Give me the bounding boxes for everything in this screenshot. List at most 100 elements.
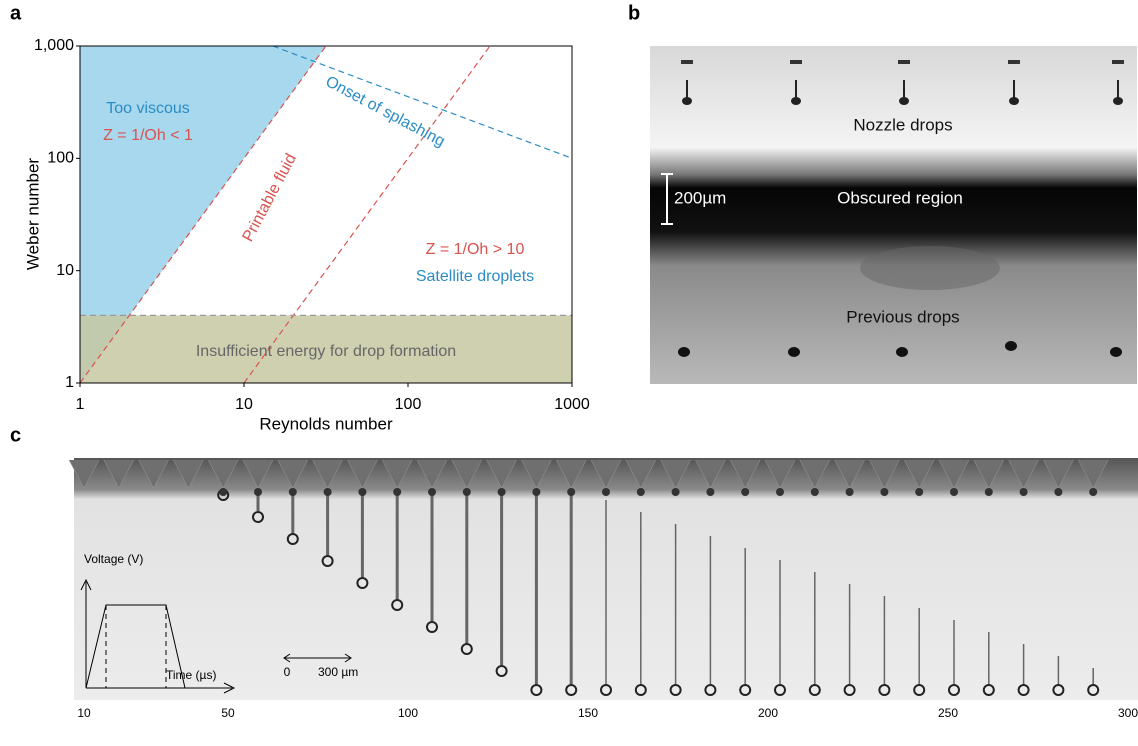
drop <box>497 488 506 496</box>
drop <box>1009 97 1019 105</box>
nozzle <box>681 60 693 64</box>
drop <box>808 684 821 696</box>
drop <box>948 684 960 696</box>
tick-label: 250 <box>938 706 958 720</box>
drop <box>843 684 856 696</box>
frames <box>68 459 1109 696</box>
nozzle <box>173 459 204 489</box>
drop <box>358 488 367 496</box>
drop <box>704 684 717 696</box>
drop <box>982 684 995 696</box>
drop <box>1019 488 1028 496</box>
scale-label: 0 <box>284 665 291 679</box>
tick-label: 10 <box>77 706 91 720</box>
drop <box>788 347 800 357</box>
drop <box>636 488 645 496</box>
annotation: Z = 1/Oh > 10 <box>426 241 525 258</box>
annotation: Insufficient energy for drop formation <box>196 343 456 360</box>
drop <box>1005 341 1017 351</box>
annotation: Onset of splashing <box>323 73 448 150</box>
drop <box>1087 684 1100 696</box>
x-tick-label: 1 <box>76 396 85 413</box>
y-axis-label: Weber number <box>23 158 42 270</box>
drop <box>462 488 471 496</box>
drop <box>1113 97 1123 105</box>
boundary-line <box>272 46 572 159</box>
drop <box>634 684 647 696</box>
region-label: Obscured region <box>837 188 963 207</box>
waveform <box>85 604 186 689</box>
drop <box>678 347 690 357</box>
drop <box>1089 488 1098 496</box>
panel-label: c <box>10 424 21 446</box>
y-tick-label: 1,000 <box>34 37 74 54</box>
nozzle <box>138 459 169 489</box>
plot <box>80 46 572 383</box>
drop <box>915 488 924 496</box>
tick-label: 300 <box>1118 706 1138 720</box>
x-tick-label: 100 <box>395 396 422 413</box>
annotation: Printable fluid <box>239 151 300 245</box>
drop <box>532 488 541 496</box>
drop <box>669 684 682 696</box>
drop <box>254 488 262 496</box>
drop <box>845 488 854 496</box>
drop <box>288 488 297 496</box>
x-tick-label: 10 <box>235 396 253 413</box>
tick-label: 100 <box>398 706 418 720</box>
region-label: Nozzle drops <box>853 115 952 134</box>
annotation: Z = 1/Oh < 1 <box>103 127 193 144</box>
drop <box>252 511 264 523</box>
drop <box>602 488 610 496</box>
drop <box>791 97 801 105</box>
drop <box>530 684 543 696</box>
nozzle <box>103 459 135 489</box>
inset-label: Time (µs) <box>166 668 216 682</box>
x-tick-label: 1000 <box>554 396 590 413</box>
drop <box>426 621 438 633</box>
drop <box>880 488 889 496</box>
drop <box>1017 684 1030 696</box>
nozzle <box>68 459 100 489</box>
guide <box>105 605 167 688</box>
micrograph <box>650 46 1137 384</box>
drop <box>774 684 786 696</box>
drop <box>567 488 576 496</box>
drop <box>565 684 578 696</box>
shadow <box>860 246 1000 290</box>
drop <box>671 488 680 496</box>
scale-label: 300 µm <box>318 665 358 679</box>
drop <box>899 97 909 105</box>
tick-label: 50 <box>221 706 235 720</box>
drop <box>356 577 369 589</box>
drop <box>286 533 299 545</box>
drop <box>600 684 612 696</box>
scale-label: 200µm <box>674 188 726 207</box>
drop <box>984 488 993 496</box>
nozzle <box>1008 60 1020 64</box>
region <box>80 315 572 383</box>
drop <box>913 684 926 696</box>
droplets <box>678 60 1124 357</box>
region-label: Previous drops <box>846 307 959 326</box>
plot-frame <box>79 45 573 384</box>
y-tick-label: 10 <box>56 262 74 279</box>
drop <box>428 488 436 496</box>
y-tick-label: 100 <box>47 150 74 167</box>
scale-bar <box>283 653 352 663</box>
panel-label: b <box>628 2 640 24</box>
waveform-inset <box>80 578 236 694</box>
drop <box>1054 488 1063 496</box>
drop <box>219 488 228 496</box>
drop <box>1110 347 1122 357</box>
drop <box>741 488 750 496</box>
drop <box>950 488 958 496</box>
nozzle <box>1112 60 1124 64</box>
tick-label: 200 <box>758 706 778 720</box>
tick-label: 150 <box>578 706 598 720</box>
axis <box>86 682 236 694</box>
drop <box>393 488 402 496</box>
panel-label: a <box>10 2 22 24</box>
axis <box>80 578 92 688</box>
